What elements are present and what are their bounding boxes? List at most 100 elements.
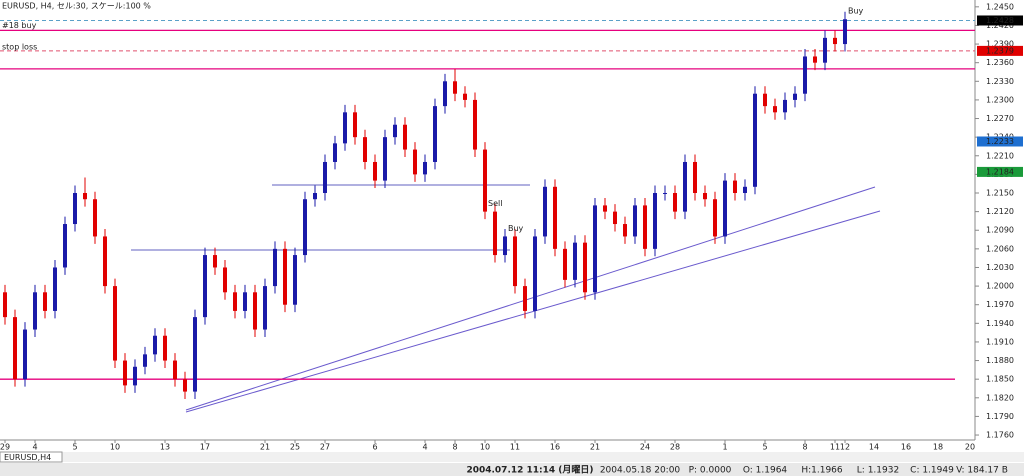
candle-body [743,186,747,194]
candle-body [593,205,597,293]
candle-body [573,242,577,280]
candle-body [563,248,567,280]
candle-body [513,236,517,287]
candle-body [553,186,557,249]
candle-body [483,149,487,212]
candle-body [503,236,507,256]
candle-body [323,161,327,194]
price-marker [977,136,1023,147]
candle-body [673,193,677,212]
plot: #18 buy stop loss Sell Buy Buy [0,7,975,400]
candle-body [623,224,627,237]
candle-body [133,366,137,386]
tab-label[interactable]: EURUSD,H4 [4,453,51,462]
candle-body [823,37,827,63]
y-tick-label: 1.1910 [986,337,1014,346]
candle-body [3,292,7,318]
candle-body [543,186,547,237]
y-tick-label: 1.2210 [986,151,1014,160]
x-tick-label: 21 [260,443,270,452]
signal-label: Buy [848,7,864,16]
x-tick-label: 4 [32,443,37,452]
annotation: stop loss [2,43,37,52]
candle-body [353,112,357,138]
candle-body [443,81,447,107]
tab[interactable] [0,451,63,463]
x-tick-label: 8 [452,443,457,452]
candle-body [663,193,667,195]
candle-body [833,37,837,45]
candle-body [313,193,317,200]
candle-body [733,180,737,194]
y-tick-label: 1.2300 [986,95,1014,104]
status-text: O: 1.1964 [743,466,788,476]
status-text: C: 1.1949 [910,466,954,476]
y-tick-label: 1.1820 [986,393,1014,402]
x-tick-label: 6 [372,443,377,452]
candle-body [53,267,57,311]
x-tick-label: 29 [0,443,10,452]
candle-body [363,137,367,162]
candle-body [223,267,227,293]
candle-body [493,211,497,256]
y-tick-label: 1.2330 [986,77,1014,86]
y-tick-label: 1.2120 [986,207,1014,216]
candle-body [793,93,797,100]
candle-body [213,255,217,268]
x-tick-label: 13 [160,443,170,452]
candle-body [463,93,467,100]
y-tick-label: 1.1940 [986,319,1014,328]
status-text: P: 0.0000 [689,466,732,476]
candle-body [43,292,47,311]
x-tick-label: 8 [802,443,807,452]
x-tick-label: 17 [200,443,210,452]
price-marker [977,15,1023,26]
status-bar [0,463,1024,476]
candle-body [103,236,107,287]
x-tick-label: 10 [480,443,490,452]
candle-body [693,161,697,194]
y-tick-label: 1.1790 [986,412,1014,421]
candle-body [603,205,607,212]
candle-body [753,93,757,187]
x-tick-label: 1 [722,443,727,452]
candle-body [413,149,417,175]
candle-body [373,161,377,181]
candle-body [713,199,717,237]
x-tick-label: 27 [320,443,330,452]
y-tick-label: 1.2270 [986,114,1014,123]
candle-body [803,56,807,94]
candle-body [233,292,237,311]
x-tick-label: 10 [110,443,120,452]
candle-body [33,292,37,330]
candle-body [173,360,177,380]
y-tick-label: 1.2090 [986,226,1014,235]
candle-body [383,137,387,181]
candle-body [153,335,157,355]
candle-body [243,292,247,311]
candle-body [143,354,147,367]
candle-body [23,329,27,380]
candle-body [813,56,817,63]
candle-body [783,99,787,113]
y-tick-label: 1.2000 [986,282,1014,291]
candle-body [453,81,457,94]
y-tick-label: 1.1760 [986,431,1014,440]
candle-body [253,292,257,330]
candle-body [523,286,527,311]
x-tick-label: 4 [422,443,427,452]
candle-body [583,242,587,293]
candle-body [303,199,307,256]
candle-body [63,224,67,268]
candle-body [273,248,277,287]
candle-body [263,286,267,330]
candle-body [283,248,287,305]
candle-body [113,286,117,361]
candle-body [723,180,727,237]
x-tick-label: 5 [72,443,77,452]
status-text: V: 184.17 B [956,466,1008,476]
status-text: L: 1.1932 [857,466,899,476]
trend-line [185,186,876,411]
